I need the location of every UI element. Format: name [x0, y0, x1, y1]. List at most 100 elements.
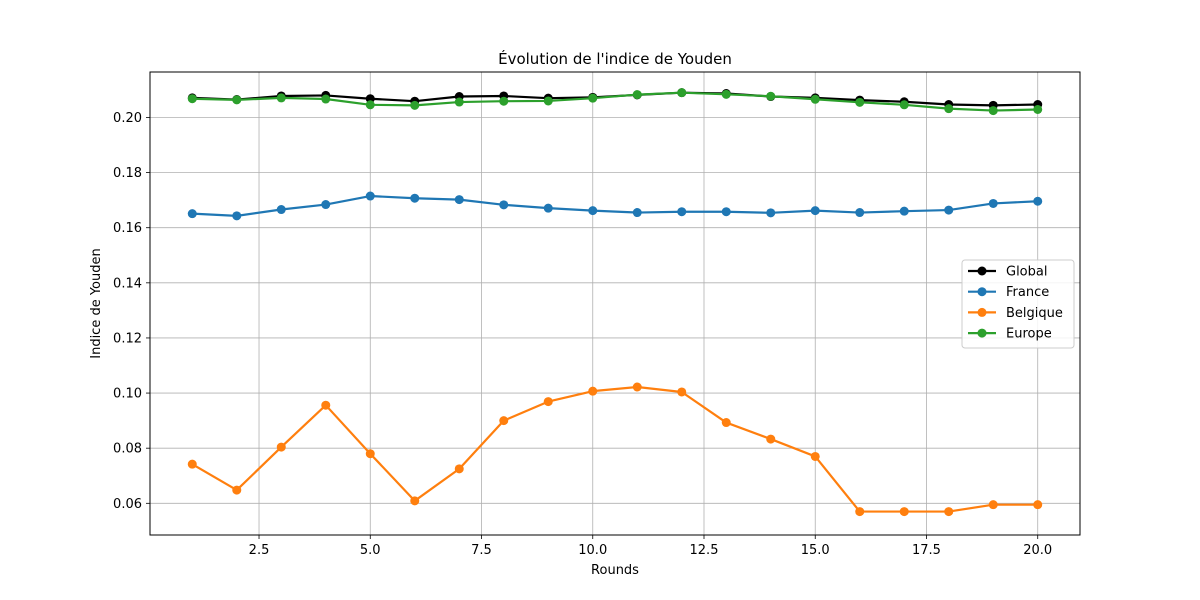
data-point-france — [588, 206, 598, 216]
legend-label: Europe — [1006, 327, 1052, 342]
x-tick-label: 5.0 — [360, 543, 381, 558]
data-point-belgique — [543, 397, 553, 407]
legend-label: Global — [1006, 265, 1047, 280]
data-point-europe — [321, 94, 331, 104]
data-point-france — [365, 191, 375, 201]
data-point-france — [632, 208, 642, 218]
data-point-europe — [632, 90, 642, 100]
legend-item-france: France — [968, 285, 1049, 300]
data-point-europe — [766, 91, 776, 101]
series-lines — [187, 88, 1043, 517]
data-point-france — [543, 203, 553, 213]
data-point-europe — [899, 100, 909, 110]
y-tick-label: 0.08 — [113, 442, 142, 457]
data-point-france — [276, 205, 286, 215]
data-point-france — [721, 207, 731, 217]
series-line-europe — [192, 91, 1038, 112]
legend-swatch-marker — [977, 328, 987, 338]
data-point-europe — [721, 89, 731, 99]
data-point-belgique — [588, 386, 598, 396]
series-france — [187, 191, 1043, 221]
data-point-france — [855, 208, 865, 218]
x-tick-label: 7.5 — [471, 543, 492, 558]
legend-item-global: Global — [968, 265, 1047, 280]
data-point-europe — [410, 100, 420, 110]
legend-swatch-marker — [977, 287, 987, 297]
data-point-france — [1033, 196, 1043, 206]
data-point-belgique — [410, 496, 420, 506]
x-axis-label: Rounds — [591, 563, 639, 578]
data-point-france — [187, 209, 197, 219]
data-point-europe — [944, 104, 954, 114]
y-tick-label: 0.20 — [113, 111, 142, 126]
y-tick-label: 0.12 — [113, 331, 142, 346]
x-tick-label: 12.5 — [690, 543, 719, 558]
plot-area — [149, 71, 1081, 536]
data-point-belgique — [187, 459, 197, 469]
data-point-europe — [988, 106, 998, 116]
legend-item-belgique: Belgique — [968, 306, 1063, 321]
y-tick-label: 0.18 — [113, 166, 142, 181]
legend: Global France Belgique Europe — [961, 259, 1075, 349]
series-line-france — [192, 194, 1038, 217]
data-point-france — [499, 200, 509, 210]
data-point-france — [677, 207, 687, 217]
data-point-europe — [1033, 104, 1043, 114]
x-tick-label: 20.0 — [1023, 543, 1052, 558]
legend-box — [961, 259, 1075, 349]
data-point-belgique — [899, 507, 909, 517]
x-tick-label: 10.0 — [578, 543, 607, 558]
chart-title: Évolution de l'indice de Youden — [498, 49, 732, 68]
x-tick-label: 15.0 — [801, 543, 830, 558]
legend-swatch-marker — [977, 307, 987, 317]
data-point-europe — [454, 97, 464, 107]
data-point-belgique — [1033, 500, 1043, 510]
y-tick-label: 0.06 — [113, 497, 142, 512]
data-point-france — [810, 206, 820, 216]
y-axis-label: Indice de Youden — [89, 248, 104, 359]
data-point-europe — [810, 94, 820, 104]
y-tick-label: 0.10 — [113, 387, 142, 402]
data-point-europe — [276, 93, 286, 103]
legend-label: Belgique — [1006, 306, 1063, 321]
data-point-europe — [588, 93, 598, 103]
data-point-europe — [677, 88, 687, 98]
y-tick-label: 0.16 — [113, 221, 142, 236]
data-point-europe — [187, 94, 197, 104]
data-point-belgique — [632, 382, 642, 392]
data-point-europe — [499, 96, 509, 106]
data-point-belgique — [766, 434, 776, 444]
data-point-france — [410, 193, 420, 203]
axis-ticks: 2.5 5.0 7.5 10.0 12.5 15.0 17.5 20.0 0.06 0.08 0.1… — [113, 111, 1052, 558]
data-point-france — [899, 206, 909, 216]
data-point-france — [321, 200, 331, 210]
data-point-europe — [365, 100, 375, 110]
data-point-belgique — [855, 507, 865, 517]
data-point-belgique — [365, 449, 375, 459]
data-point-belgique — [321, 400, 331, 410]
data-point-belgique — [499, 416, 509, 426]
data-point-france — [944, 205, 954, 215]
legend-swatch-marker — [977, 266, 987, 276]
series-europe — [187, 88, 1043, 116]
data-point-europe — [543, 96, 553, 106]
data-point-belgique — [810, 451, 820, 461]
data-point-europe — [232, 95, 242, 105]
data-point-belgique — [232, 485, 242, 495]
legend-item-europe: Europe — [968, 327, 1052, 342]
data-point-europe — [855, 97, 865, 107]
x-tick-label: 17.5 — [912, 543, 941, 558]
data-point-france — [766, 208, 776, 218]
data-point-belgique — [276, 442, 286, 452]
x-tick-label: 2.5 — [249, 543, 270, 558]
data-point-belgique — [677, 387, 687, 397]
legend-label: France — [1006, 285, 1049, 300]
data-point-france — [454, 195, 464, 205]
grid — [150, 72, 1080, 535]
y-tick-label: 0.14 — [113, 276, 142, 291]
data-point-belgique — [721, 418, 731, 428]
data-point-belgique — [454, 464, 464, 474]
series-belgique — [187, 382, 1043, 517]
data-point-france — [988, 198, 998, 208]
